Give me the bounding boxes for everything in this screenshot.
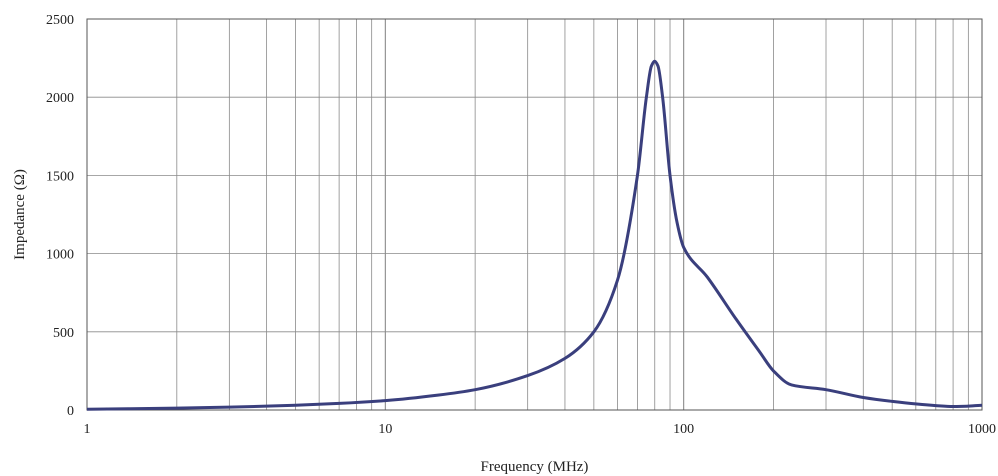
y-tick-label: 2500 xyxy=(46,13,74,28)
y-tick-label: 500 xyxy=(53,326,74,341)
y-tick-labels: 0 500 1000 1500 2000 2500 xyxy=(46,13,74,419)
y-tick-label: 1500 xyxy=(46,169,74,184)
x-gridlines xyxy=(176,19,969,410)
y-tick-label: 0 xyxy=(67,404,74,419)
y-tick-label: 2000 xyxy=(46,91,74,106)
x-tick-label: 10 xyxy=(378,422,392,437)
y-gridlines xyxy=(87,96,982,333)
plot-area-frame xyxy=(86,18,983,411)
impedance-series-line xyxy=(86,59,983,411)
x-tick-label: 1 xyxy=(84,422,91,437)
y-tick-label: 1000 xyxy=(46,248,74,263)
y-axis-title: Impedance (Ω) xyxy=(12,169,28,260)
x-axis-title: Frequency (MHz) xyxy=(481,459,589,475)
x-tick-label: 100 xyxy=(673,422,694,437)
x-tick-labels: 1 10 100 1000 xyxy=(84,422,997,437)
x-tick-label: 1000 xyxy=(968,422,996,437)
